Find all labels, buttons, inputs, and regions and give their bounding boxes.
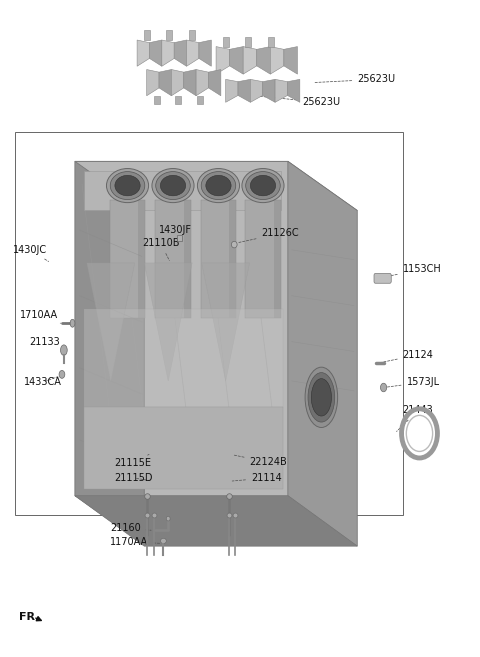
Polygon shape xyxy=(284,47,298,74)
Polygon shape xyxy=(197,96,203,104)
Polygon shape xyxy=(288,79,300,102)
Polygon shape xyxy=(245,37,251,47)
Polygon shape xyxy=(75,162,144,545)
Text: 1710AA: 1710AA xyxy=(20,310,60,323)
Ellipse shape xyxy=(305,367,337,428)
Polygon shape xyxy=(84,171,281,210)
Polygon shape xyxy=(137,40,149,66)
Ellipse shape xyxy=(59,371,65,378)
Polygon shape xyxy=(288,162,357,546)
Ellipse shape xyxy=(160,538,166,543)
Bar xyxy=(110,200,145,318)
Ellipse shape xyxy=(251,175,276,196)
Text: 21124: 21124 xyxy=(380,350,433,363)
Polygon shape xyxy=(208,70,221,96)
Text: 21133: 21133 xyxy=(29,336,63,350)
Ellipse shape xyxy=(242,169,284,202)
Polygon shape xyxy=(199,40,211,66)
Polygon shape xyxy=(174,40,187,66)
Polygon shape xyxy=(154,96,159,104)
Polygon shape xyxy=(226,79,238,102)
Text: 21160: 21160 xyxy=(110,524,151,533)
Polygon shape xyxy=(147,70,159,96)
Polygon shape xyxy=(238,79,251,102)
Polygon shape xyxy=(144,30,150,40)
Ellipse shape xyxy=(197,169,240,202)
Ellipse shape xyxy=(381,383,387,392)
Ellipse shape xyxy=(311,378,332,416)
Ellipse shape xyxy=(201,171,236,200)
Polygon shape xyxy=(84,309,283,407)
Polygon shape xyxy=(263,79,275,102)
Text: FR.: FR. xyxy=(19,612,39,622)
Ellipse shape xyxy=(206,175,231,196)
Polygon shape xyxy=(223,37,229,47)
Ellipse shape xyxy=(152,169,194,202)
Ellipse shape xyxy=(160,175,186,196)
Polygon shape xyxy=(196,70,208,96)
Polygon shape xyxy=(268,37,274,47)
Ellipse shape xyxy=(60,345,67,355)
Polygon shape xyxy=(257,47,270,74)
Text: 1430JC: 1430JC xyxy=(12,245,48,261)
FancyBboxPatch shape xyxy=(374,273,391,283)
Text: 25623U: 25623U xyxy=(314,74,396,84)
Polygon shape xyxy=(84,407,283,489)
Polygon shape xyxy=(175,96,181,104)
Polygon shape xyxy=(75,495,357,546)
Text: 1573JL: 1573JL xyxy=(386,377,440,387)
Text: 21110B: 21110B xyxy=(142,238,180,260)
Polygon shape xyxy=(270,47,284,74)
Ellipse shape xyxy=(166,516,170,521)
Polygon shape xyxy=(251,79,263,102)
Bar xyxy=(184,200,191,318)
Polygon shape xyxy=(87,263,135,381)
Polygon shape xyxy=(149,40,162,66)
Bar xyxy=(245,200,281,318)
Polygon shape xyxy=(166,30,171,40)
Polygon shape xyxy=(275,79,288,102)
Bar xyxy=(177,235,181,241)
Text: 21115E: 21115E xyxy=(115,455,152,468)
Bar xyxy=(138,200,145,318)
Ellipse shape xyxy=(70,319,75,327)
Polygon shape xyxy=(171,70,184,96)
Ellipse shape xyxy=(308,373,335,422)
Polygon shape xyxy=(75,162,357,210)
Polygon shape xyxy=(202,263,250,381)
Text: 21114: 21114 xyxy=(232,473,282,483)
Ellipse shape xyxy=(246,171,280,200)
Bar xyxy=(15,132,403,515)
Polygon shape xyxy=(75,162,288,495)
Text: 25623U: 25623U xyxy=(257,96,340,107)
Polygon shape xyxy=(187,40,199,66)
Ellipse shape xyxy=(115,175,140,196)
Text: 1433CA: 1433CA xyxy=(24,376,61,387)
Bar xyxy=(156,200,191,318)
Polygon shape xyxy=(184,70,196,96)
Ellipse shape xyxy=(110,171,145,200)
Ellipse shape xyxy=(156,171,190,200)
Text: 1170AA: 1170AA xyxy=(110,537,161,547)
Bar xyxy=(201,200,236,318)
Polygon shape xyxy=(243,47,257,74)
Polygon shape xyxy=(229,47,243,74)
Text: 1430JF: 1430JF xyxy=(158,225,192,238)
Text: 22124B: 22124B xyxy=(233,455,288,467)
Text: 21115D: 21115D xyxy=(115,473,153,483)
Bar xyxy=(229,200,236,318)
Bar xyxy=(274,200,281,318)
Polygon shape xyxy=(159,70,171,96)
Text: 21126C: 21126C xyxy=(238,229,299,242)
Text: 21443: 21443 xyxy=(396,405,433,432)
Text: 1153CH: 1153CH xyxy=(382,265,442,277)
Ellipse shape xyxy=(231,241,237,248)
Ellipse shape xyxy=(107,169,149,202)
Polygon shape xyxy=(162,40,174,66)
Polygon shape xyxy=(189,30,194,40)
Polygon shape xyxy=(216,47,229,74)
Polygon shape xyxy=(144,263,192,381)
